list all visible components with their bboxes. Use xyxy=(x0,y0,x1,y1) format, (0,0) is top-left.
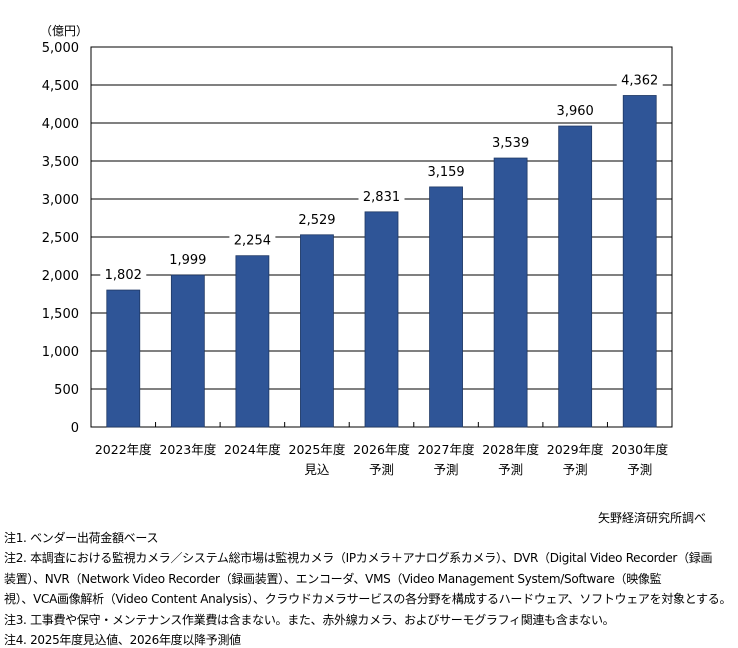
data-label-background xyxy=(358,186,405,205)
data-label-background xyxy=(423,161,470,180)
y-tick-label: 2,500 xyxy=(42,231,79,246)
x-tick-label: 2022年度 xyxy=(95,442,152,457)
x-tick-label: 2026年度 xyxy=(353,442,410,457)
source-credit: 矢野経済研究所調べ xyxy=(597,511,706,525)
data-label: 2,831 xyxy=(363,190,400,205)
x-tick-label: 2030年度 xyxy=(611,442,668,457)
data-label-background xyxy=(229,230,276,249)
y-tick-label: 3,000 xyxy=(42,193,79,208)
y-axis-unit-label: （億円） xyxy=(40,24,88,38)
note-2-line-1: 注2. 本調査における監視カメラ／システム総市場は監視カメラ（IPカメラ＋アナロ… xyxy=(4,551,713,565)
bar xyxy=(493,157,528,428)
x-tick-label: 2024年度 xyxy=(224,442,281,457)
data-label: 1,999 xyxy=(169,253,206,268)
x-tick-label: 2028年度 xyxy=(482,442,539,457)
data-label: 3,159 xyxy=(427,165,464,180)
bar xyxy=(106,289,141,428)
data-label-background xyxy=(616,70,663,89)
data-label-background xyxy=(293,209,340,228)
note-1: 注1. ベンダー出荷金額ベース xyxy=(4,531,159,545)
y-tick-label: 3,500 xyxy=(42,155,79,170)
y-tick-label: 2,000 xyxy=(42,269,79,284)
x-tick-sublabel: 予測 xyxy=(369,462,394,477)
note-2-line-3: 視）、VCA画像解析（Video Content Analysis）、クラウドカ… xyxy=(4,592,732,606)
note-3: 注3. 工事費や保守・メンテナンス作業費は含まない。また、赤外線カメラ、およびサ… xyxy=(4,613,615,627)
y-tick-label: 5,000 xyxy=(42,41,79,56)
data-label: 1,802 xyxy=(105,268,142,283)
data-label-background xyxy=(100,265,147,284)
bar xyxy=(170,274,205,428)
bar-chart: （億円） 0 500 1,000 1,500 2,000 2,500 3,000 3,500 4,… xyxy=(40,24,673,477)
x-tick-sublabel: 見込 xyxy=(304,462,330,477)
data-label: 4,362 xyxy=(621,73,658,88)
data-label: 2,254 xyxy=(234,234,271,249)
data-label-background xyxy=(164,250,211,269)
bar xyxy=(622,95,657,428)
y-tick-label: 0 xyxy=(71,421,79,436)
note-2-line-2: 装置）、NVR（Network Video Recorder（録画装置）、エンコ… xyxy=(4,572,662,586)
data-label-background xyxy=(487,133,534,152)
bar xyxy=(558,125,593,428)
y-tick-label: 500 xyxy=(54,383,79,398)
x-tick-label: 2029年度 xyxy=(547,442,604,457)
x-tick-label: 2023年度 xyxy=(159,442,216,457)
bar xyxy=(364,211,399,428)
x-tick-sublabel: 予測 xyxy=(498,462,523,477)
data-label: 3,539 xyxy=(492,136,529,151)
x-tick-sublabel: 予測 xyxy=(434,462,459,477)
x-tick-sublabel: 予測 xyxy=(563,462,588,477)
y-tick-label: 1,000 xyxy=(42,345,79,360)
y-tick-label: 4,500 xyxy=(42,79,79,94)
x-tick-sublabel: 予測 xyxy=(627,462,652,477)
data-label-background xyxy=(552,101,599,120)
y-tick-label: 1,500 xyxy=(42,307,79,322)
bar xyxy=(235,255,270,428)
bar xyxy=(429,186,463,428)
y-tick-label: 4,000 xyxy=(42,117,79,132)
data-label: 3,960 xyxy=(557,104,594,119)
note-4: 注4. 2025年度見込値、2026年度以降予測値 xyxy=(4,633,241,647)
x-tick-label: 2025年度 xyxy=(289,442,346,457)
data-label: 2,529 xyxy=(298,213,335,228)
bar xyxy=(300,234,334,428)
x-tick-label: 2027年度 xyxy=(418,442,475,457)
